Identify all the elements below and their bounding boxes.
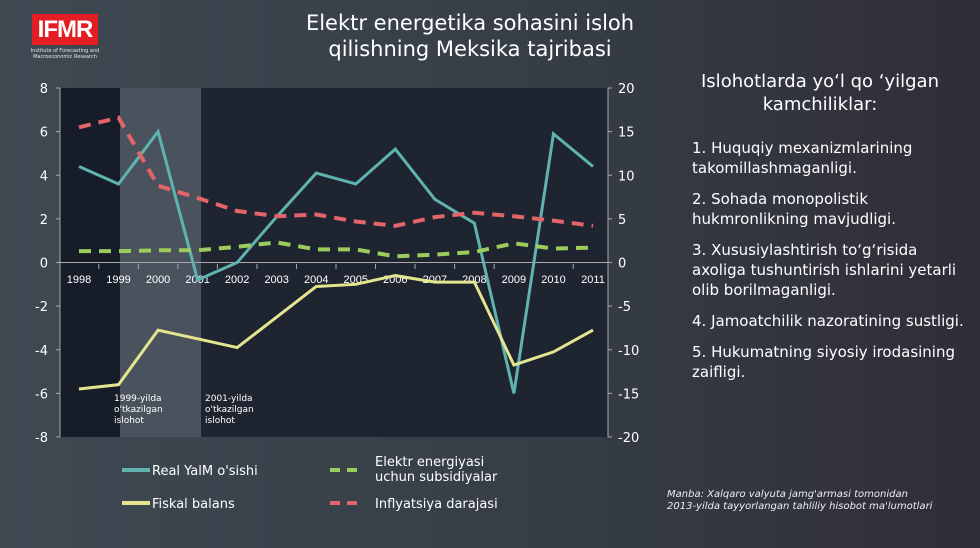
list-item: 4. Jamoatchilik nazoratining sustligi. [692,312,964,330]
annotation-text: 2001-yilda [205,394,253,404]
source-line: 2013-yilda tayyorlangan tahliliy hisobot… [667,501,933,512]
legend-label: Real YalM o'sishi [152,464,258,479]
x-tick: 2002 [225,274,249,286]
y-tick-left: -6 [35,387,48,402]
list-item: 5. Hukumatning siyosiy irodasining zaifl… [692,343,955,381]
annotation-text: islohot [114,416,144,426]
y-tick-left: -8 [35,431,48,446]
annotation-text: 1999-yilda [114,394,162,404]
x-tick: 2009 [502,274,526,286]
y-tick-right: 10 [618,169,635,184]
y-tick-left: 4 [40,169,48,184]
x-tick: 2000 [146,274,170,286]
y-tick-left: -2 [35,300,48,315]
legend-label: Fiskal balans [152,497,235,512]
y-tick-right: 15 [618,126,635,141]
x-tick: 2004 [304,274,328,286]
y-tick-right: -10 [618,344,639,359]
x-tick: 2010 [541,274,565,286]
y-tick-right: -15 [618,387,639,402]
y-tick-right: 5 [618,213,626,228]
source-line: Manba: Xalqaro valyuta jamg'armasi tomon… [667,489,908,500]
y-tick-right: 0 [618,257,626,272]
logo-subtitle: Institute of Forecasting and Macroeconom… [30,48,100,60]
series-elektr-energiyasi-uchun-subsidiyalar [79,240,594,259]
x-tick: 2003 [264,274,288,286]
list-item: 3. Xususiylashtirish to‘g‘risida axoliga… [692,241,957,299]
source-note: Manba: Xalqaro valyuta jamg'armasi tomon… [667,489,932,513]
x-tick: 1998 [67,274,91,286]
y-tick-right: -5 [618,300,631,315]
x-tick: 1999 [106,274,130,286]
x-tick: 2011 [581,274,605,286]
series-inflyatsiya-darajasi [78,115,594,228]
list-item: 2. Sohada monopolistik hukmronlikning ma… [692,190,896,228]
page-title: Elektr energetika sohasini isloh qilishn… [305,11,635,61]
annotation-text: o'tkazilgan [114,405,163,415]
y-tick-left: 8 [40,82,48,97]
series-fiskal-balans [78,274,594,391]
legend-label: Elektr energiyasi [375,455,484,470]
y-tick-right: -20 [618,431,639,446]
y-tick-right: 20 [618,82,635,97]
panel-title: Islohotlarda yo‘l qo ‘yilgan kamchilikla… [701,71,939,115]
legend-label: Inflyatsiya darajasi [375,497,498,512]
list-item: 1. Huquqiy mexanizmlarining takomillashm… [692,139,913,177]
y-tick-left: 6 [40,126,48,141]
annotation-text: islohot [205,416,235,426]
shortcomings-list: 1. Huquqiy mexanizmlarining takomillashm… [692,138,972,393]
ifmr-logo: IFMR [32,14,98,45]
y-tick-left: -4 [35,344,48,359]
y-tick-left: 0 [40,257,48,272]
series-real-yalm-o-sishi [78,128,594,394]
annotation-text: o'tkazilgan [205,405,254,415]
legend-label: uchun subsidiyalar [375,470,498,485]
y-tick-left: 2 [40,213,48,228]
